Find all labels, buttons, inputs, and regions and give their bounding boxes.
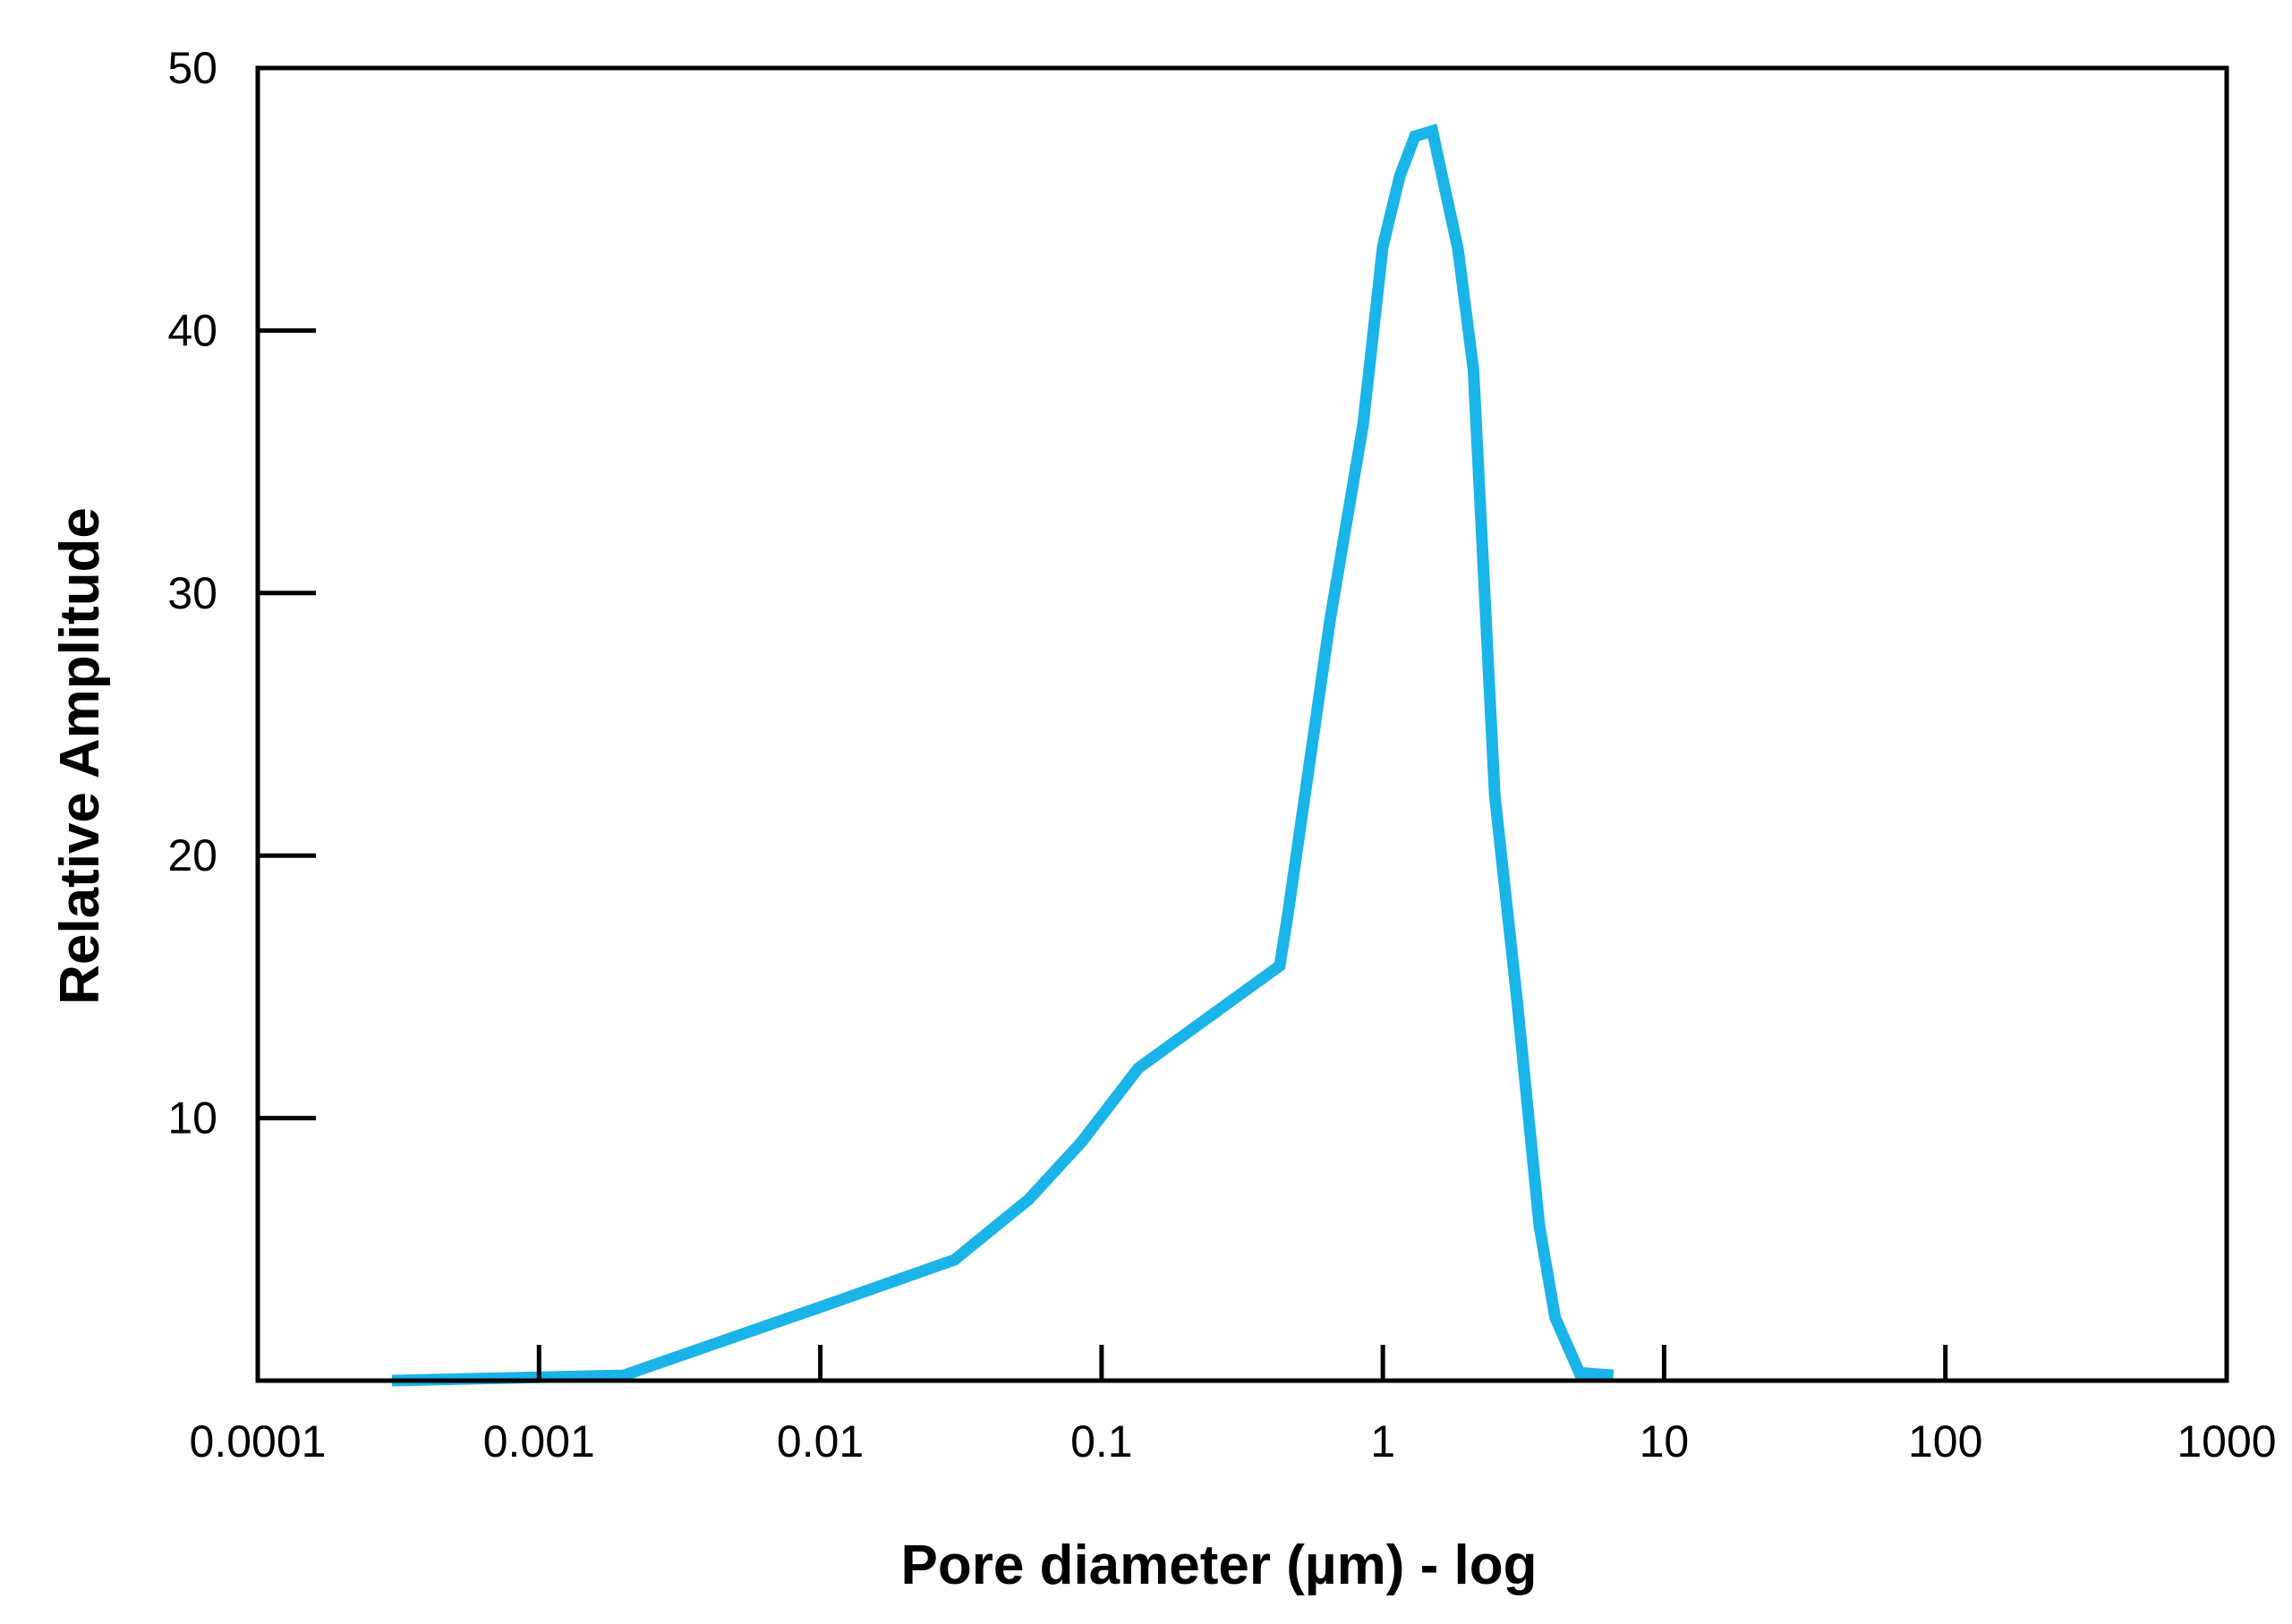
x-tick-label: 0.1 [1070,1416,1133,1467]
x-tick-label: 1000 [2177,1416,2276,1467]
y-tick-label: 40 [167,305,217,355]
x-tick-label: 0.0001 [190,1416,327,1467]
plot-frame [255,65,2229,1383]
x-tick-label: 0.001 [483,1416,595,1467]
x-tick-label: 100 [1908,1416,1982,1467]
x-tick-label: 0.01 [777,1416,864,1467]
x-axis-title: Pore diameter (µm) - log [901,1535,1538,1596]
axes: 0.0001 0.001 0.01 0.1 1 10 100 1000 10 20 30 40 50 [167,43,2276,1467]
y-tick-label: 30 [167,568,217,618]
x-tick-label: 1 [1370,1416,1395,1467]
x-tick-label: 10 [1640,1416,1690,1467]
plot-area [391,123,1615,1387]
y-tick-label: 10 [167,1093,217,1144]
y-axis-title: Relative Amplitude [49,507,111,1005]
y-tick-label: 20 [167,830,217,880]
data-series-line [391,123,1615,1387]
y-tick-label: 50 [167,43,217,93]
